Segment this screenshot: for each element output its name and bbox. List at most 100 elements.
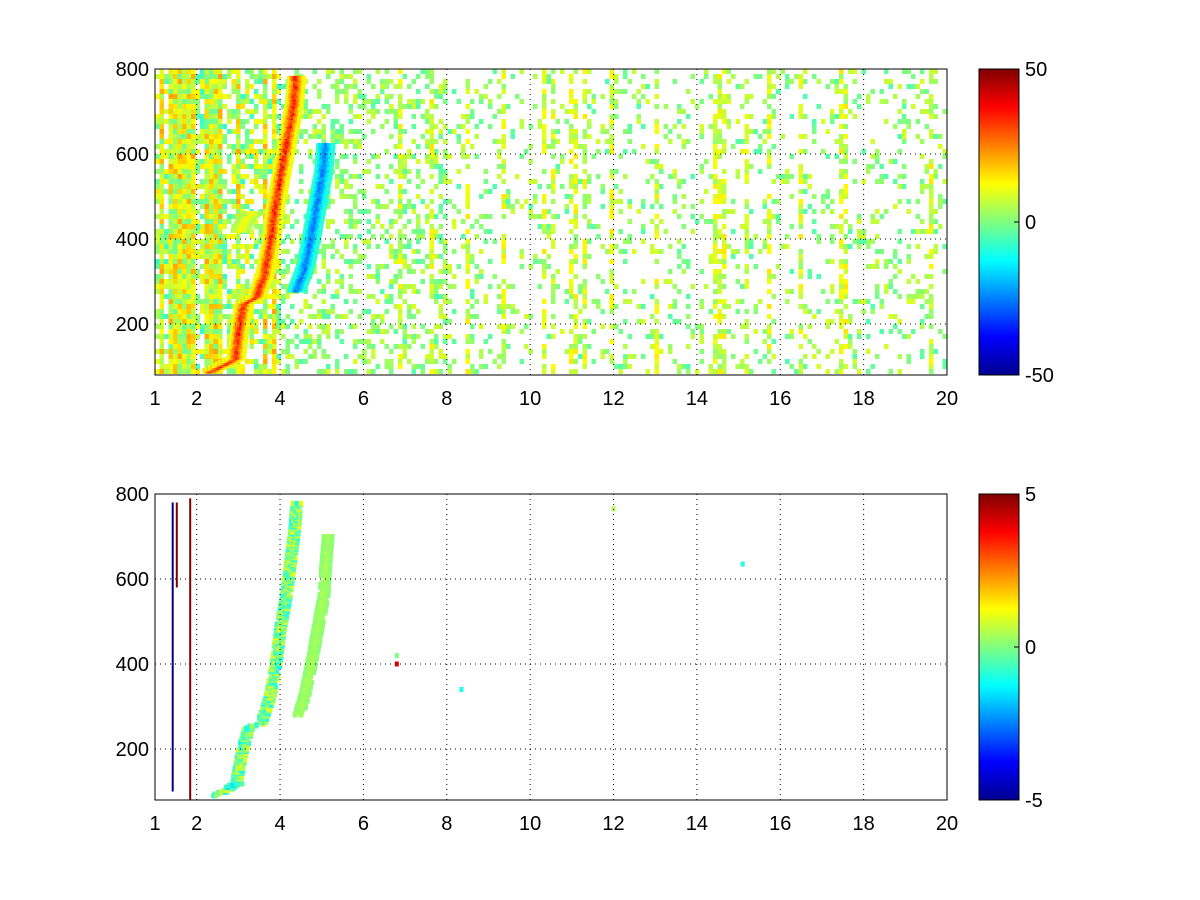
noise-cell — [348, 184, 353, 189]
noise-cell — [812, 209, 817, 214]
noise-cell — [159, 149, 164, 154]
noise-cell — [627, 354, 632, 359]
noise-cell — [420, 259, 425, 264]
noise-cell — [555, 284, 560, 289]
noise-cell — [704, 74, 709, 79]
noise-cell — [474, 154, 479, 159]
noise-cell — [263, 344, 268, 349]
noise-cell — [771, 339, 776, 344]
noise-cell — [159, 219, 164, 224]
noise-cell — [407, 269, 412, 274]
noise-cell — [542, 134, 547, 139]
noise-cell — [380, 89, 385, 94]
noise-cell — [218, 159, 223, 164]
noise-cell — [173, 119, 178, 124]
noise-cell — [708, 309, 713, 314]
noise-cell — [213, 234, 218, 239]
noise-cell — [569, 259, 574, 264]
noise-cell — [830, 284, 835, 289]
noise-cell — [542, 89, 547, 94]
noise-cell — [600, 324, 605, 329]
noise-cell — [173, 269, 178, 274]
noise-cell — [429, 239, 434, 244]
noise-cell — [821, 119, 826, 124]
noise-cell — [605, 79, 610, 84]
noise-cell — [542, 114, 547, 119]
noise-cell — [366, 219, 371, 224]
noise-cell — [218, 299, 223, 304]
noise-cell — [573, 224, 578, 229]
noise-cell — [177, 99, 182, 104]
noise-cell — [168, 109, 173, 114]
noise-cell — [186, 119, 191, 124]
noise-cell — [825, 369, 830, 374]
noise-cell — [186, 344, 191, 349]
noise-cell — [254, 224, 259, 229]
noise-cell — [623, 299, 628, 304]
noise-cell — [537, 224, 542, 229]
noise-cell — [213, 84, 218, 89]
noise-cell — [470, 144, 475, 149]
noise-cell — [366, 264, 371, 269]
noise-cell — [636, 104, 641, 109]
noise-cell — [186, 244, 191, 249]
noise-cell — [168, 174, 173, 179]
noise-cell — [416, 234, 421, 239]
noise-cell — [569, 289, 574, 294]
noise-cell — [488, 79, 493, 84]
noise-cell — [186, 329, 191, 334]
noise-cell — [596, 299, 601, 304]
noise-cell — [312, 339, 317, 344]
noise-cell — [861, 239, 866, 244]
noise-cell — [366, 209, 371, 214]
noise-cell — [384, 229, 389, 234]
noise-cell — [542, 224, 547, 229]
noise-cell — [389, 234, 394, 239]
noise-cell — [605, 129, 610, 134]
noise-cell — [222, 204, 227, 209]
noise-cell — [605, 139, 610, 144]
noise-cell — [609, 89, 614, 94]
noise-cell — [393, 219, 398, 224]
noise-cell — [204, 324, 209, 329]
noise-cell — [897, 109, 902, 114]
noise-cell — [501, 144, 506, 149]
noise-cell — [609, 294, 614, 299]
noise-cell — [929, 369, 934, 374]
noise-cell — [488, 349, 493, 354]
noise-cell — [389, 134, 394, 139]
noise-cell — [231, 179, 236, 184]
noise-cell — [762, 329, 767, 334]
noise-cell — [258, 174, 263, 179]
noise-cell — [285, 269, 290, 274]
noise-cell — [501, 339, 506, 344]
noise-cell — [209, 234, 214, 239]
noise-cell — [758, 134, 763, 139]
noise-cell — [789, 364, 794, 369]
noise-cell — [371, 154, 376, 159]
noise-cell — [173, 194, 178, 199]
noise-cell — [389, 349, 394, 354]
noise-cell — [398, 319, 403, 324]
noise-cell — [173, 239, 178, 244]
noise-cell — [465, 269, 470, 274]
noise-cell — [411, 204, 416, 209]
noise-cell — [677, 364, 682, 369]
noise-cell — [573, 359, 578, 364]
noise-cell — [758, 169, 763, 174]
noise-cell — [425, 139, 430, 144]
noise-cell — [479, 269, 484, 274]
noise-cell — [191, 74, 196, 79]
noise-cell — [744, 369, 749, 374]
noise-cell — [852, 159, 857, 164]
noise-cell — [393, 304, 398, 309]
noise-cell — [155, 314, 160, 319]
noise-cell — [312, 354, 317, 359]
noise-cell — [722, 214, 727, 219]
noise-cell — [375, 314, 380, 319]
noise-cell — [348, 224, 353, 229]
noise-cell — [398, 109, 403, 114]
noise-cell — [938, 164, 943, 169]
noise-cell — [551, 274, 556, 279]
noise-cell — [933, 229, 938, 234]
